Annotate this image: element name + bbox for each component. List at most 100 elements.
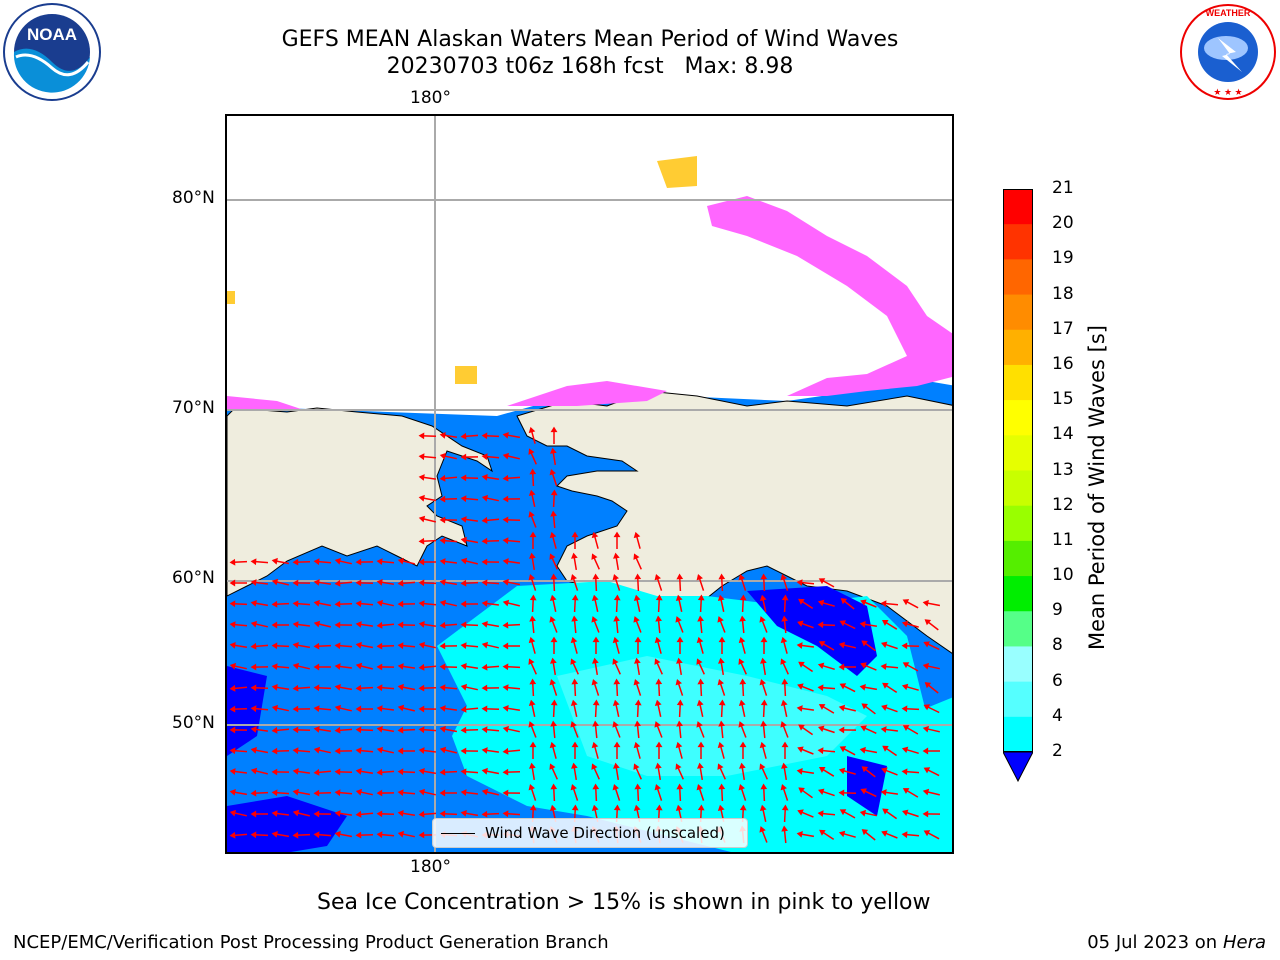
wind-arrow-head [860,662,867,669]
colorbar-tick-label: 11 [1052,529,1074,550]
wind-arrow-head [250,810,257,818]
colorbar-swatch [1003,259,1033,296]
wind-arrow-head [654,784,661,791]
wind-arrow-head [418,831,425,839]
wind-arrow-head [613,552,620,559]
wind-arrow-head [591,804,599,812]
wind-arrow-head [376,789,383,797]
legend-line-icon [441,832,475,834]
wind-arrow-head [613,531,621,538]
wind-arrow-head [697,741,705,748]
wind-arrow-head [439,516,446,524]
wind-arrow-head [738,721,745,728]
wind-arrow-head [334,557,342,565]
wind-arrow-head [592,657,599,664]
wind-arrow-head [334,747,341,755]
wind-arrow-head [570,699,578,707]
wind-arrow-head [901,620,909,628]
colorbar-tick-label: 21 [1052,178,1074,198]
wind-arrow-head [550,657,557,664]
wind-arrow-head [481,453,488,460]
wind-arrow-head [817,684,824,692]
wind-arrow-head [439,725,446,733]
wind-arrow-head [229,726,236,734]
wind-arrow-head [697,678,705,685]
colorbar-swatch [1003,681,1033,718]
wind-arrow-head [528,636,536,644]
wind-arrow-head [839,746,847,753]
wind-arrow-head [759,616,766,623]
wind-arrow-head [592,699,600,706]
wind-arrow-head [292,831,299,839]
wind-arrow-head [633,616,640,623]
wind-arrow-head [549,679,556,686]
wind-arrow-head [271,642,278,650]
wind-arrow-head [881,620,889,626]
wind-arrow-head [838,767,846,775]
wind-arrow-head [529,468,537,475]
wind-arrow-head [676,573,684,580]
wind-arrow-head [481,600,488,607]
wind-arrow-head [460,726,467,734]
wind-arrow-head [439,684,446,692]
wind-arrow-head [460,747,467,755]
lon-label-bottom: 180° [410,857,451,877]
wind-arrow-head [418,600,425,607]
wind-arrow-head [696,784,703,791]
sea-ice-note: Sea Ice Concentration > 15% is shown in … [317,890,931,915]
wind-arrow-head [292,705,299,713]
colorbar-tick-label: 12 [1052,494,1074,515]
wind-arrow-head [612,636,620,644]
wind-arrow-head [250,620,258,628]
wind-arrow-head [902,788,910,794]
wind-arrow-head [633,763,640,770]
colorbar-tick-label: 6 [1052,670,1063,691]
wind-arrow-head [229,621,236,628]
wind-arrow-head [923,767,931,774]
wind-arrow-head [271,768,278,776]
wind-arrow-head [528,511,535,518]
svg-text:WEATHER: WEATHER [1206,8,1251,18]
wind-arrow-head [313,558,320,566]
colorbar-swatch [1003,400,1033,436]
wind-arrow-head [355,747,362,754]
wind-arrow-head [418,641,426,649]
wind-arrow-head [549,616,556,623]
colorbar-tick-label: 8 [1052,635,1063,656]
wind-arrow-head [859,621,866,628]
wind-arrow-head [271,663,278,670]
wind-arrow-head [633,553,640,560]
wind-arrow-head [838,663,845,671]
wind-arrow-head [250,579,257,586]
wind-arrow-head [460,453,467,461]
wind-arrow-head [229,558,236,566]
wind-arrow-head [817,599,825,607]
wind-arrow-head [675,616,682,623]
wind-arrow-head [334,621,341,629]
wind-arrow-head [549,763,556,770]
wind-arrow-head [922,662,930,670]
colorbar-swatch [1003,435,1033,471]
wind-arrow-head [781,594,789,601]
colorbar-tick-label: 9 [1052,600,1063,621]
wind-arrow-head [481,641,489,649]
lat-label-80: 80°N [172,188,215,208]
wind-arrow-head [481,747,488,754]
wind-arrow-head [355,768,362,775]
wind-arrow-head [880,663,887,670]
wind-arrow-head [334,810,341,817]
wind-arrow-head [880,600,887,608]
wind-arrow-head [355,621,362,628]
wind-arrow-head [613,678,621,685]
wind-arrow-head [591,763,598,770]
wind-arrow-head [229,768,236,775]
wind-arrow-head [550,783,558,790]
wind-arrow-head [271,726,278,734]
wind-arrow-head [439,621,446,629]
wind-arrow-head [229,684,236,692]
colorbar-tick-label: 15 [1052,389,1074,410]
wind-arrow-head [418,579,425,587]
colorbar-swatch [1003,576,1033,612]
wind-arrow-head [502,705,509,712]
wind-arrow-head [528,426,536,434]
